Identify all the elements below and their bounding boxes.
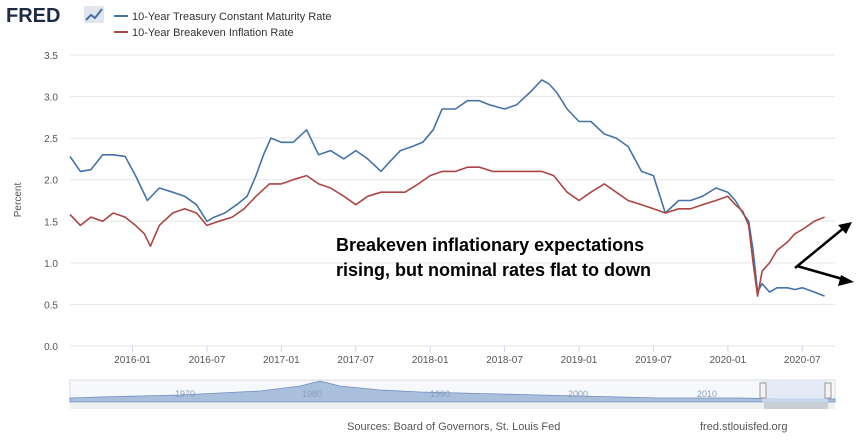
sources-text: Sources: Board of Governors, St. Louis F…	[347, 421, 560, 433]
y-axis-label: Percent	[13, 183, 24, 218]
y-tick-label: 3.0	[44, 93, 58, 104]
navigator-year-label: 2010	[697, 389, 717, 399]
series-lines	[69, 79, 825, 297]
x-tick-label: 2019-07	[635, 355, 672, 366]
annotation-line-2: rising, but nominal rates flat to down	[336, 260, 651, 280]
series-line-breakeven	[69, 166, 825, 297]
fred-logo[interactable]: FRED	[6, 5, 60, 27]
navigator-year-label: 1990	[430, 389, 450, 399]
navigator-year-label: 1970	[175, 389, 195, 399]
x-axis: 2016-01 2016-07 2017-01 2017-07 2018-01 2018-…	[114, 346, 821, 366]
x-tick-label: 2019-01	[561, 355, 598, 366]
y-tick-label: 0.5	[44, 300, 58, 311]
fred-logo-icon	[84, 6, 104, 23]
annotation-arrow-down	[796, 264, 854, 286]
x-tick-label: 2020-07	[784, 355, 821, 366]
y-tick-label: 2.0	[44, 176, 58, 187]
navigator-handle-left[interactable]	[759, 382, 767, 399]
x-tick-label: 2016-07	[189, 355, 226, 366]
navigator-labels: 1970 1980 1990 2000 2010	[175, 389, 717, 399]
site-link[interactable]: fred.stlouisfed.org	[700, 421, 787, 433]
y-tick-label: 1.5	[44, 217, 58, 228]
series-line-treasury	[69, 79, 825, 297]
legend: 10-Year Treasury Constant Maturity Rate …	[114, 11, 332, 39]
x-tick-label: 2017-07	[337, 355, 374, 366]
x-tick-label: 2018-07	[486, 355, 523, 366]
y-tick-label: 0.0	[44, 342, 58, 353]
grid	[70, 54, 835, 347]
annotation-arrow-up	[794, 222, 852, 269]
navigator-scrollbar[interactable]	[70, 403, 835, 409]
legend-label-breakeven[interactable]: 10-Year Breakeven Inflation Rate	[132, 27, 294, 39]
range-navigator[interactable]: 1970 1980 1990 2000 2010	[69, 379, 836, 403]
annotation-line-1: Breakeven inflationary expectations	[336, 235, 644, 255]
navigator-year-label: 1980	[302, 389, 322, 399]
legend-label-treasury[interactable]: 10-Year Treasury Constant Maturity Rate	[132, 11, 332, 23]
y-axis: 0.0 0.5 1.0 1.5 2.0 2.5 3.0 3.5	[44, 51, 58, 353]
navigator-handle-right[interactable]	[824, 382, 832, 399]
y-tick-label: 3.5	[44, 51, 58, 62]
x-tick-label: 2018-01	[412, 355, 449, 366]
x-tick-label: 2020-01	[709, 355, 746, 366]
navigator-year-label: 2000	[568, 389, 588, 399]
y-tick-label: 2.5	[44, 134, 58, 145]
y-tick-label: 1.0	[44, 259, 58, 270]
x-tick-label: 2016-01	[114, 355, 151, 366]
x-tick-label: 2017-01	[263, 355, 300, 366]
